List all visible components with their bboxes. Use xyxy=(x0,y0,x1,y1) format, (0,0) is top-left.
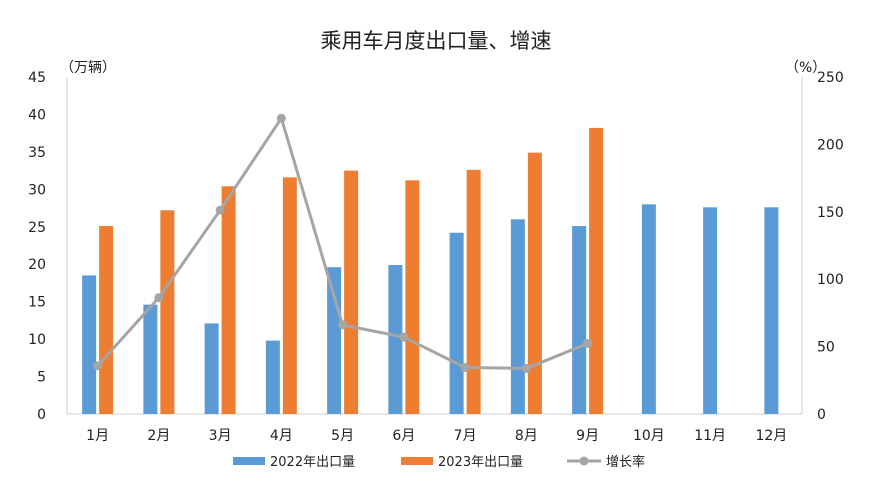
growth-point xyxy=(521,363,531,373)
growth-point xyxy=(460,362,470,372)
bar-2023 xyxy=(589,127,604,415)
bar-2022 xyxy=(143,304,158,414)
x-tick-label: 1月 xyxy=(86,428,109,444)
growth-point xyxy=(276,113,286,123)
bar-2022 xyxy=(265,340,280,414)
bar-2023 xyxy=(221,186,236,414)
right-axis-unit: （%） xyxy=(785,60,826,76)
bar-2022 xyxy=(510,219,525,414)
legend-label-2022: 2022年出口量 xyxy=(270,455,355,470)
right-axis-ticks: 0 50 100 150 200 250 xyxy=(817,70,844,423)
right-tick-label: 50 xyxy=(817,340,835,356)
right-tick-label: 100 xyxy=(817,272,844,288)
x-tick-label: 8月 xyxy=(515,428,538,444)
left-axis-ticks: 0 5 10 15 20 25 30 35 40 45 xyxy=(28,70,46,423)
x-tick-label: 2月 xyxy=(147,428,170,444)
legend: 2022年出口量 2023年出口量 增长率 xyxy=(233,454,645,470)
x-axis-labels: 1月 2月 3月 4月 5月 6月 7月 8月 9月 10月 11月 12月 xyxy=(86,428,787,444)
x-tick-label: 10月 xyxy=(633,428,665,444)
left-tick-label: 5 xyxy=(37,370,46,386)
left-tick-label: 0 xyxy=(37,407,46,423)
x-tick-label: 11月 xyxy=(694,428,726,444)
plot-area xyxy=(66,77,803,415)
bar-2023 xyxy=(282,177,297,414)
x-tick-label: 6月 xyxy=(392,428,415,444)
left-tick-label: 20 xyxy=(28,257,46,273)
bar-2022 xyxy=(572,226,587,414)
right-tick-label: 200 xyxy=(817,137,844,153)
left-tick-label: 15 xyxy=(28,295,46,311)
growth-point xyxy=(93,361,103,371)
growth-point xyxy=(215,205,225,215)
bar-2022 xyxy=(703,207,718,414)
x-tick-label: 5月 xyxy=(331,428,354,444)
bar-2022 xyxy=(204,323,219,414)
left-tick-label: 45 xyxy=(28,70,46,86)
left-tick-label: 25 xyxy=(28,220,46,236)
bar-2022 xyxy=(327,267,342,414)
x-tick-label: 12月 xyxy=(755,428,787,444)
bar-2023 xyxy=(405,180,420,414)
bar-2023 xyxy=(344,170,359,414)
right-tick-label: 0 xyxy=(817,407,826,423)
x-tick-label: 4月 xyxy=(270,428,293,444)
bar-series xyxy=(82,127,779,415)
chart-title: 乘用车月度出口量、增速 xyxy=(321,29,552,53)
growth-line-series xyxy=(93,113,593,373)
bar-2023 xyxy=(527,152,542,415)
x-tick-label: 9月 xyxy=(576,428,599,444)
right-tick-label: 150 xyxy=(817,205,844,221)
bar-2023 xyxy=(99,226,114,414)
bar-2023 xyxy=(160,210,175,414)
legend-swatch-2023 xyxy=(401,457,433,465)
legend-label-growth: 增长率 xyxy=(606,454,645,470)
bar-2022 xyxy=(641,204,656,414)
x-tick-label: 7月 xyxy=(454,428,477,444)
growth-point xyxy=(583,338,593,348)
growth-point xyxy=(399,332,409,342)
growth-point xyxy=(154,293,164,303)
left-tick-label: 40 xyxy=(28,107,46,123)
right-tick-label: 250 xyxy=(817,70,844,86)
x-tick-label: 3月 xyxy=(209,428,232,444)
left-tick-label: 10 xyxy=(28,332,46,348)
legend-marker-growth xyxy=(579,456,589,466)
left-tick-label: 35 xyxy=(28,145,46,161)
legend-swatch-2022 xyxy=(233,457,265,465)
bar-2023 xyxy=(466,169,481,414)
bar-2022 xyxy=(388,264,403,414)
bar-2022 xyxy=(764,207,779,414)
growth-point xyxy=(338,320,348,330)
bar-2022 xyxy=(449,232,464,414)
left-axis-unit: （万辆） xyxy=(60,60,116,76)
legend-label-2023: 2023年出口量 xyxy=(438,455,523,470)
bar-2022 xyxy=(82,275,97,414)
left-tick-label: 30 xyxy=(28,182,46,198)
